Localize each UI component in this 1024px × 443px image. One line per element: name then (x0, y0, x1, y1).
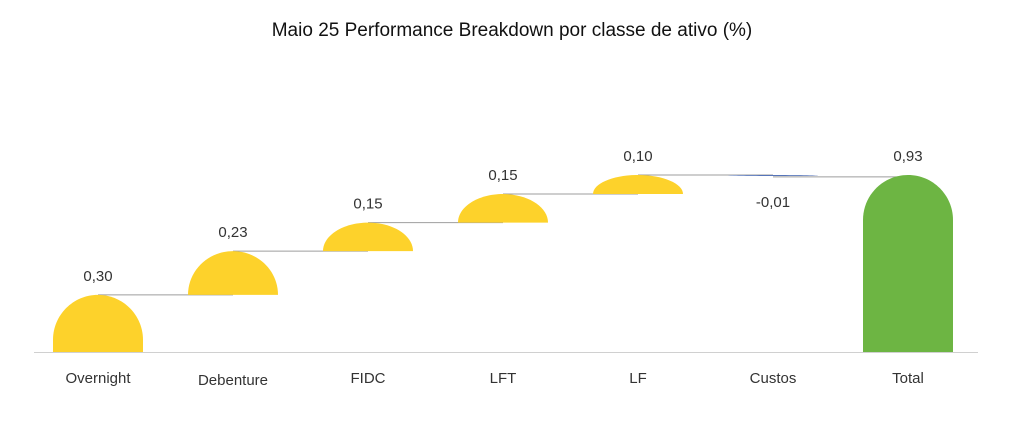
x-tick-label: LFT (490, 370, 517, 387)
data-label: 0,10 (623, 148, 652, 165)
bar-fidc (323, 222, 413, 252)
x-tick-label: LF (629, 370, 647, 387)
x-tick-label: FIDC (351, 370, 386, 387)
data-label: 0,30 (83, 268, 112, 285)
bar-total (863, 175, 953, 352)
bar-debenture (188, 251, 278, 295)
x-tick-label: Overnight (65, 370, 131, 387)
chart-title: Maio 25 Performance Breakdown por classe… (271, 20, 753, 41)
bar-overnight (53, 294, 143, 352)
bar-lft (458, 194, 548, 223)
data-label: 0,15 (488, 167, 517, 184)
data-label: 0,93 (893, 148, 922, 165)
x-tick-label: Total (892, 370, 924, 387)
bar-custos (728, 175, 818, 176)
bar-lf (593, 175, 683, 195)
data-label: 0,23 (218, 224, 247, 241)
data-label: -0,01 (756, 194, 790, 211)
x-tick-label: Debenture (198, 372, 268, 389)
x-tick-label: Custos (750, 370, 797, 387)
data-label: 0,15 (353, 196, 382, 213)
